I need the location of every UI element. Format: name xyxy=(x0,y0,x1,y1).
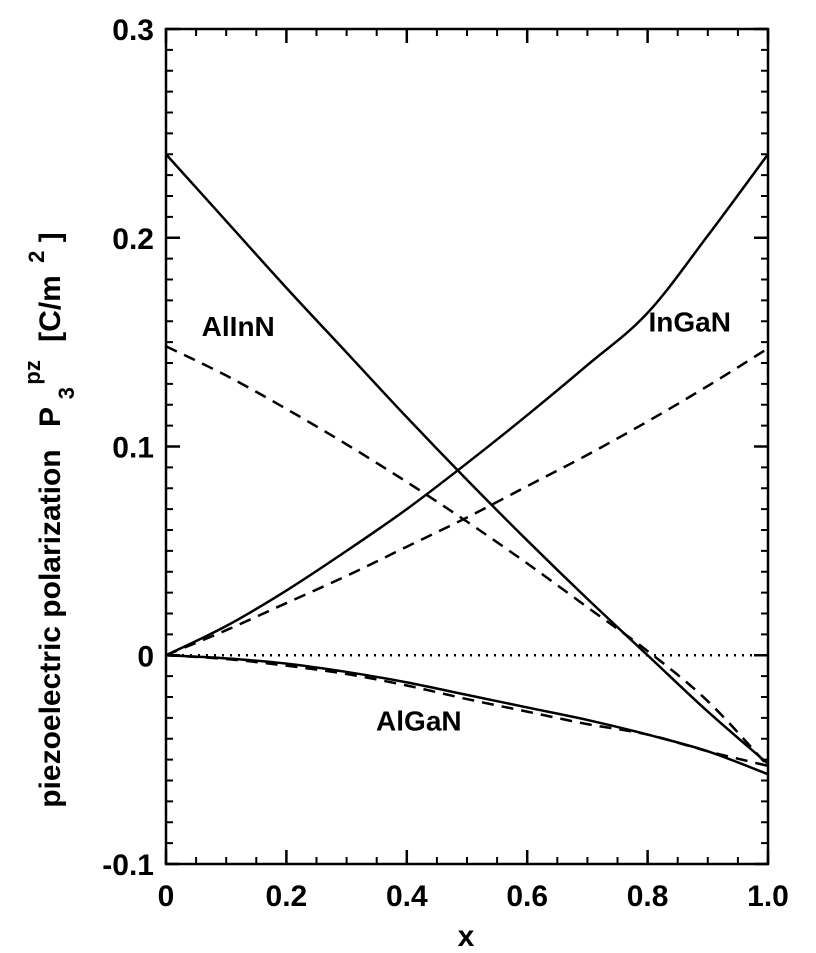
y-axis-title-symbol: P xyxy=(34,408,67,427)
y-tick-label: 0 xyxy=(137,640,154,673)
x-tick-label: 0 xyxy=(158,880,175,913)
y-axis-title-superscript: pz xyxy=(20,360,45,384)
series-line-alinn-dashed xyxy=(165,345,769,767)
x-tick-label: 1.0 xyxy=(747,880,789,913)
axis-ticks: 0 0.2 0.4 0.6 0.8 1.0-0.100.10.20.3 xyxy=(102,14,789,913)
series-line-algan-dashed xyxy=(165,654,769,768)
y-tick-label: 0.3 xyxy=(112,14,154,47)
series-line-alinn-solid xyxy=(165,153,769,765)
plot-area: AlInN InGaN AlGaN xyxy=(165,153,770,776)
x-tick-label: 0.4 xyxy=(386,880,428,913)
series-line-ingan-dashed xyxy=(165,347,769,657)
series-line-algan-solid xyxy=(165,654,769,776)
y-tick-label: 0.1 xyxy=(112,432,154,465)
y-axis-title-prefix: piezoelectric polarization xyxy=(34,449,67,807)
y-axis-title: piezoelectric polarization P 3 pz [C/m 2… xyxy=(14,232,81,808)
y-axis-title-unit: [C/m xyxy=(34,275,67,342)
y-axis-title-unit-power: 2 xyxy=(24,251,49,263)
y-axis-title-subscript: 3 xyxy=(54,387,79,399)
series-line-ingan-solid xyxy=(165,153,770,657)
svg-text:piezoelectric polarization: piezoelectric polarization P 3 pz [C/m 2… xyxy=(14,232,81,808)
x-tick-label: 0.8 xyxy=(627,880,669,913)
series-label-algan: AlGaN xyxy=(376,705,462,736)
plot-frame xyxy=(164,27,770,866)
series-label-ingan: InGaN xyxy=(649,307,731,338)
y-tick-label: -0.1 xyxy=(102,849,154,882)
y-tick-label: 0.2 xyxy=(112,223,154,256)
series-label-alinn: AlInN xyxy=(202,311,275,342)
y-axis-title-unit-close: ] xyxy=(34,232,67,242)
x-axis-title: x xyxy=(458,920,475,953)
x-tick-label: 0.2 xyxy=(266,880,308,913)
x-tick-label: 0.6 xyxy=(506,880,548,913)
